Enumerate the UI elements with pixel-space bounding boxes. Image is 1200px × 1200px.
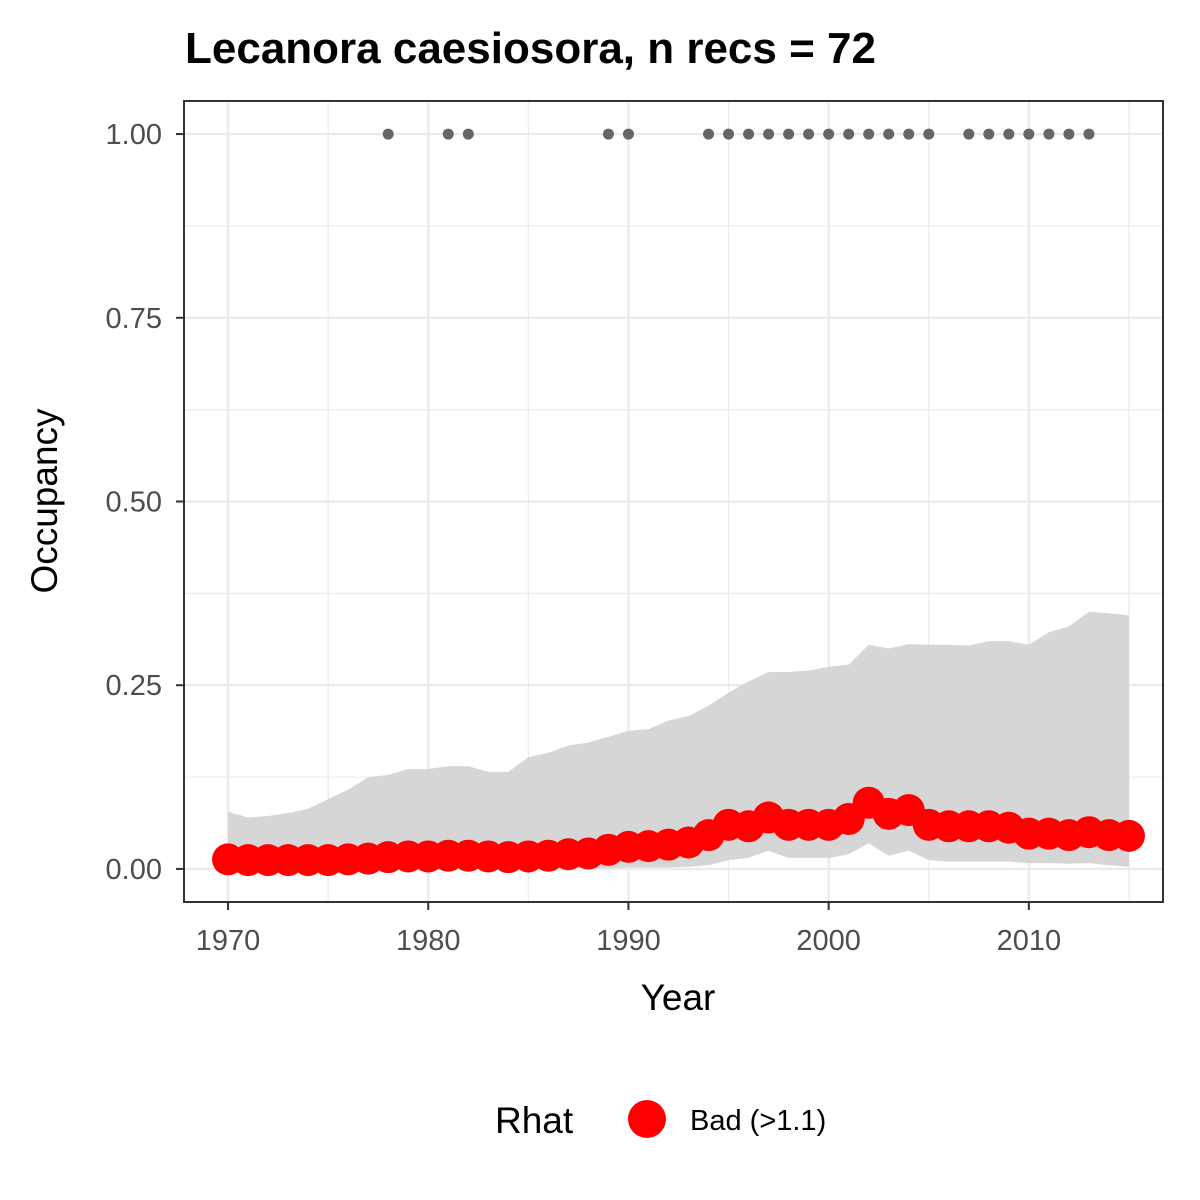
y-tick-label: 0.50	[106, 487, 162, 519]
x-tick-label: 1970	[196, 925, 261, 957]
record-point	[723, 128, 735, 140]
record-point	[763, 128, 775, 140]
record-point	[1063, 128, 1075, 140]
x-tick-label: 1980	[396, 925, 461, 957]
record-point	[622, 128, 634, 140]
legend: Rhat Bad (>1.1)	[495, 1100, 826, 1141]
record-point	[1023, 128, 1035, 140]
record-point	[1083, 128, 1095, 140]
record-point	[903, 128, 915, 140]
record-point	[1043, 128, 1055, 140]
y-axis-title: Occupancy	[24, 408, 65, 594]
record-point	[883, 128, 895, 140]
record-point	[783, 128, 795, 140]
x-axis-title: Year	[641, 977, 716, 1018]
record-point	[963, 128, 975, 140]
occupancy-points-layer	[212, 786, 1145, 877]
legend-key-bad	[628, 1100, 666, 1138]
x-axis: 1970 1980 1990 2000 2010	[196, 902, 1061, 957]
record-points-layer	[382, 128, 1095, 140]
y-tick-label: 1.00	[106, 119, 162, 151]
x-tick-label: 1990	[596, 925, 661, 957]
record-point	[1003, 128, 1015, 140]
record-point	[923, 128, 935, 140]
chart-title: Lecanora caesiosora, n recs = 72	[185, 24, 876, 73]
x-tick-label: 2010	[997, 925, 1062, 957]
record-point	[843, 128, 855, 140]
record-point	[382, 128, 394, 140]
record-point	[703, 128, 715, 140]
y-tick-label: 0.75	[106, 303, 162, 335]
record-point	[442, 128, 454, 140]
record-point	[462, 128, 474, 140]
record-point	[983, 128, 995, 140]
x-tick-label: 2000	[796, 925, 861, 957]
y-axis: 0.00 0.25 0.50 0.75 1.00	[106, 119, 184, 886]
y-tick-label: 0.00	[106, 854, 162, 886]
occupancy-point	[1112, 819, 1145, 852]
record-point	[743, 128, 755, 140]
record-point	[602, 128, 614, 140]
legend-title: Rhat	[495, 1100, 574, 1141]
y-tick-label: 0.25	[106, 670, 162, 702]
record-point	[863, 128, 875, 140]
legend-label-bad: Bad (>1.1)	[690, 1105, 826, 1137]
record-point	[823, 128, 835, 140]
record-point	[803, 128, 815, 140]
